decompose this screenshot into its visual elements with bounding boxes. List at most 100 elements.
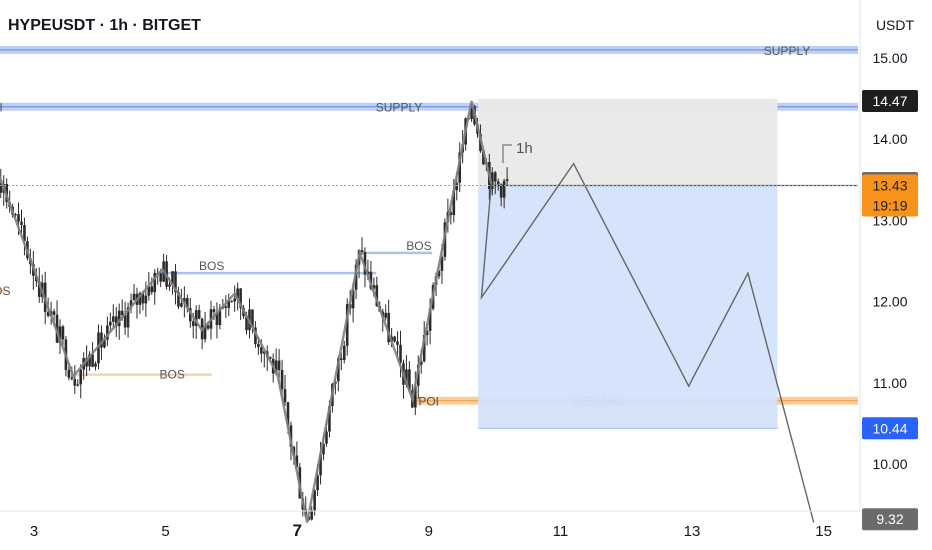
candle-body [37,281,41,297]
price-badge [862,508,918,531]
candle-body [70,377,74,380]
candle-body [132,293,136,301]
x-tick-label: 9 [425,523,433,540]
candle-body [393,336,396,342]
price-badge-label: 13.43 [872,177,907,193]
candle-body [458,152,462,183]
axis-currency[interactable]: USDT [876,17,915,33]
candle-body [260,347,263,354]
candle-body [215,312,219,326]
structure-zigzag: 1h [0,100,815,523]
candle-body [345,304,349,346]
time-axis[interactable]: 3 5 7 9 11 13 15 [0,510,860,540]
candle-body [499,184,503,198]
candle-body [286,402,290,426]
candle-body [20,221,23,226]
candle-body [67,369,71,378]
candle-body [295,455,299,468]
candle-body [360,250,364,253]
candle-body [274,360,278,374]
candle-body [52,311,56,315]
candle-body [428,308,432,331]
y-tick-label: 12.00 [872,294,907,310]
x-tick-label: 3 [30,523,38,540]
candle-body [76,384,80,386]
candle-body [449,212,453,216]
y-tick-label: 11.00 [873,375,907,391]
candle-body [339,358,343,360]
candle-body [363,252,367,275]
projection-layer [478,98,858,429]
candle-body [153,272,157,293]
candle-body [505,179,509,181]
x-tick-label: 7 [292,521,301,540]
candle-body [141,293,145,304]
candle-body [405,369,408,385]
zone-label: SUPPLY [764,44,810,58]
candle-body [103,339,106,348]
chart-title: HYPEUSDT · 1h · BITGET [8,17,201,34]
candle-body [111,316,115,322]
candle-body [316,475,319,491]
candle-body [277,360,281,371]
candle-body [117,310,121,327]
candle-body [408,369,411,391]
candle-body [17,214,20,222]
y-tick-label: 15.00 [872,50,907,66]
timeframe-bracket [502,144,512,163]
candle-body [197,310,201,319]
candle-body [203,325,207,340]
candle-body [114,316,118,327]
candle-body [14,214,17,216]
price-badge-label: 14.47 [872,93,907,109]
candle-body [91,354,94,367]
candle-body [233,298,236,302]
candle-body [313,490,316,511]
candle-body [399,344,402,364]
candle-body [159,273,162,282]
projection-path [480,162,815,523]
candle-body [322,443,325,455]
candles-layer [0,103,509,522]
candle-body [325,431,328,444]
candle-body [129,300,133,308]
candle-body [455,182,459,191]
structure-path [0,100,493,523]
candle-body [268,357,272,359]
candle-body [94,363,97,367]
candle-body [61,326,65,340]
price-badge-label: 9.32 [876,511,903,527]
candle-body [177,292,180,307]
x-tick-label: 15 [815,523,832,540]
candle-body [79,369,83,385]
candle-body [218,308,222,326]
candle-body [191,321,195,326]
candle-body [183,298,186,304]
candle-body [23,225,26,242]
candle-body [147,286,151,296]
zone-poi-label: POI [418,395,439,409]
candle-body [138,293,142,305]
candle-body [375,285,379,307]
candle-body [396,341,399,345]
x-tick-label: 11 [553,523,569,540]
candle-body [470,106,473,120]
candle-body [452,190,456,216]
candle-body [186,298,189,309]
candle-body [0,183,3,193]
candle-body [440,256,444,271]
price-axis[interactable]: 15.0014.0013.0012.0011.0010.0014.4713.46… [859,0,918,531]
projection-box-lower [478,185,778,429]
bos-label: BOS [0,284,10,298]
price-badge-countdown: 19:19 [872,197,907,213]
candle-body [123,315,127,328]
candle-body [46,311,50,316]
candle-body [212,309,216,313]
x-tick-label: 5 [161,523,169,540]
candle-body [502,180,506,198]
candle-body [414,385,417,408]
candle-body [263,351,266,354]
candle-body [337,358,340,382]
candle-body [482,150,485,165]
